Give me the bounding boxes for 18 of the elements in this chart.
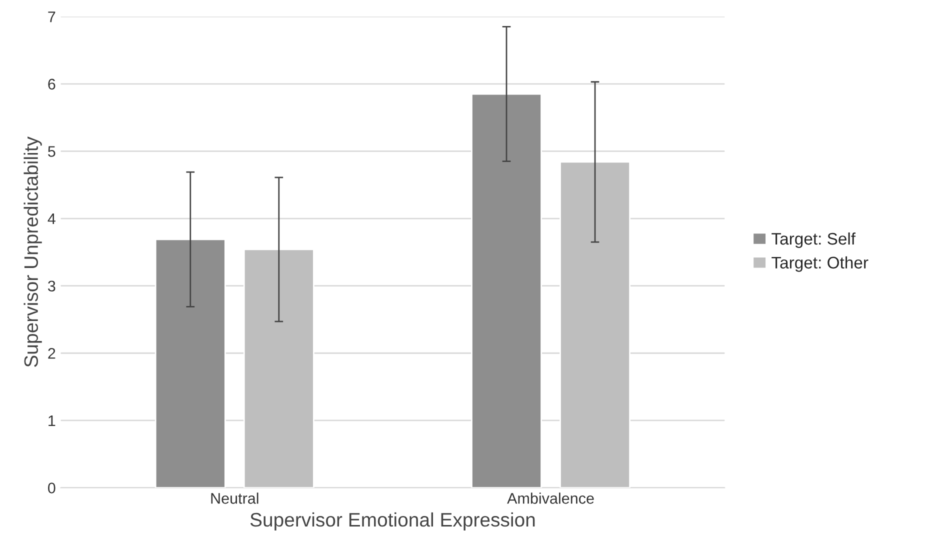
legend-label: Target: Self xyxy=(772,232,856,248)
y-tick-label: 3 xyxy=(48,280,56,292)
y-tick-label: 0 xyxy=(48,482,56,494)
y-tick-label: 5 xyxy=(48,146,56,157)
x-tick-label: Ambivalence xyxy=(507,492,594,504)
y-tick-label: 1 xyxy=(48,415,56,426)
legend-label: Target: Other xyxy=(772,256,868,272)
y-tick-label: 4 xyxy=(48,214,56,224)
bar xyxy=(243,248,314,488)
y-tick-label: 2 xyxy=(48,348,56,359)
bar xyxy=(154,238,226,488)
y-tick-label: 6 xyxy=(48,78,56,90)
bar xyxy=(560,161,630,488)
y-axis-title: Supervisor Unpredictability xyxy=(24,136,42,367)
x-axis-title: Supervisor Emotional Expression xyxy=(250,512,535,531)
x-tick-label: Neutral xyxy=(211,492,258,504)
y-tick-label: 7 xyxy=(48,12,56,22)
bar xyxy=(471,93,542,488)
